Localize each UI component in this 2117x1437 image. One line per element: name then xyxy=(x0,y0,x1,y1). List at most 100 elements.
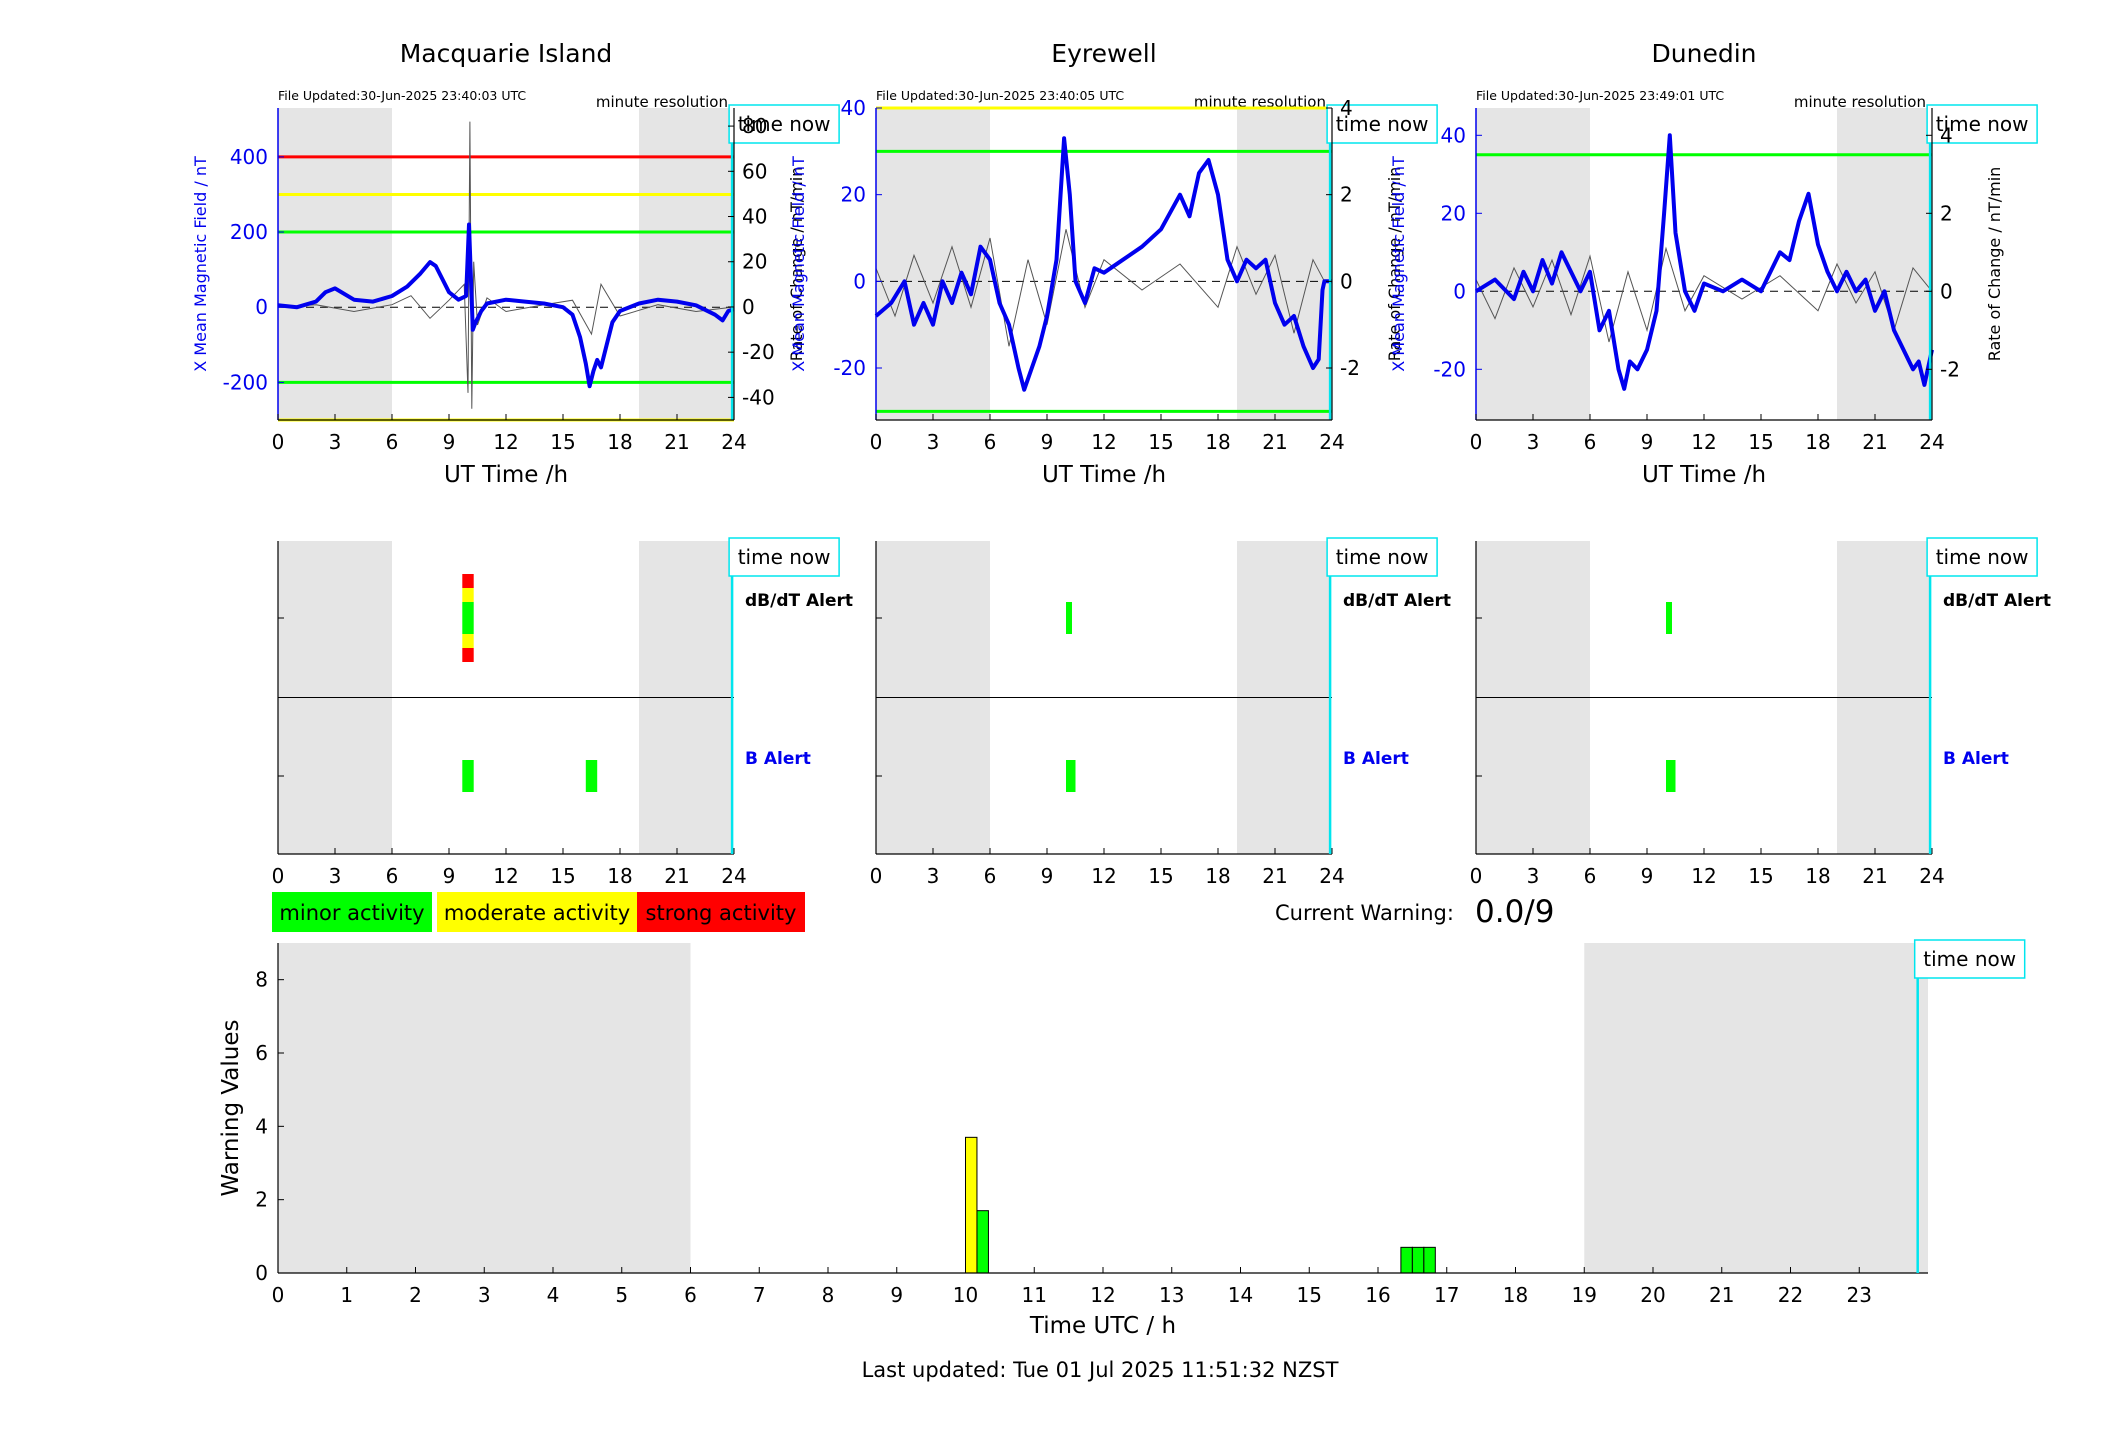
y-axis-label-right: Rate of Change / nT/min xyxy=(787,167,806,362)
x-tick-label: 21 xyxy=(1262,864,1287,888)
station-panel: Dunedin File Updated:30-Jun-2025 23:49:01… xyxy=(1389,39,2038,488)
x-tick-label: 3 xyxy=(1527,864,1540,888)
y-tick-label-left: 0 xyxy=(853,269,866,293)
y-axis-label-right: Rate of Change / nT/min xyxy=(1985,167,2004,362)
y-tick-label-right: 0 xyxy=(1940,279,1953,303)
x-tick-label: 0 xyxy=(870,864,883,888)
activity-legend: minor activity moderate activity strong … xyxy=(272,892,805,932)
time-now-box xyxy=(1926,104,2038,144)
time-now-label: time now xyxy=(738,545,831,569)
y-axis-label-right: Rate of Change / nT/min xyxy=(1385,167,1404,362)
y-tick-label-right: 2 xyxy=(1940,201,1953,225)
dbdt-alert-mark xyxy=(462,574,474,588)
x-tick-label: 21 xyxy=(1862,864,1887,888)
y-tick-label-right: 80 xyxy=(742,114,767,138)
time-now-box xyxy=(1326,537,1438,577)
current-warning-label: Current Warning: xyxy=(1275,901,1454,925)
x-tick-label: 1 xyxy=(340,1283,353,1307)
warning-bar xyxy=(1423,1246,1436,1274)
x-tick-label: 3 xyxy=(329,864,342,888)
dbdt-alert-mark xyxy=(1066,602,1072,634)
y-tick-label: 8 xyxy=(255,968,268,992)
x-tick-label: 21 xyxy=(1709,1283,1734,1307)
y-tick-label-left: 0 xyxy=(255,295,268,319)
x-tick-label: 14 xyxy=(1228,1283,1253,1307)
x-tick-label: 8 xyxy=(822,1283,835,1307)
x-tick-label: 12 xyxy=(1091,864,1116,888)
warning-bar xyxy=(965,1136,978,1274)
x-tick-label: 21 xyxy=(664,430,689,454)
b-alert-mark xyxy=(1066,760,1076,792)
x-tick-label: 21 xyxy=(1262,430,1287,454)
time-now-label: time now xyxy=(1936,545,2029,569)
resolution-label: minute resolution xyxy=(1794,93,1926,111)
time-now-box xyxy=(728,537,840,577)
station-panel: Macquarie Island File Updated:30-Jun-2025… xyxy=(191,39,840,488)
y-tick-label-left: 40 xyxy=(841,96,866,120)
alert-panel: dB/dT Alert B Alert time now 0 3 6 9 12 15 18 21 24 xyxy=(272,537,853,888)
y-tick-label-left: 40 xyxy=(1441,123,1466,147)
x-tick-label: 16 xyxy=(1365,1283,1390,1307)
magnetic-field-series xyxy=(1474,133,1934,391)
x-tick-label: 21 xyxy=(1862,430,1887,454)
time-now-label: time now xyxy=(1923,947,2016,971)
x-tick-label: 3 xyxy=(927,430,940,454)
time-now-box xyxy=(1326,104,1438,144)
legend-minor-label: minor activity xyxy=(279,901,424,925)
rate-of-change-series xyxy=(277,121,735,409)
x-tick-label: 12 xyxy=(493,430,518,454)
dbdt-alert-label: dB/dT Alert xyxy=(1943,591,2051,611)
x-tick-label: 18 xyxy=(1503,1283,1528,1307)
x-tick-label: 9 xyxy=(443,864,456,888)
legend-moderate-swatch xyxy=(437,892,637,932)
x-tick-label: 24 xyxy=(1319,864,1344,888)
x-tick-label: 0 xyxy=(1470,864,1483,888)
y-tick-label-right: 60 xyxy=(742,159,767,183)
time-now-box xyxy=(1926,537,2038,577)
x-tick-label: 0 xyxy=(1470,430,1483,454)
x-tick-label: 12 xyxy=(1090,1283,1115,1307)
x-tick-label: 9 xyxy=(1641,430,1654,454)
x-tick-label: 21 xyxy=(664,864,689,888)
x-tick-label: 13 xyxy=(1159,1283,1184,1307)
x-tick-label: 18 xyxy=(1805,864,1830,888)
x-tick-label: 9 xyxy=(1041,430,1054,454)
x-tick-label: 24 xyxy=(1919,430,1944,454)
time-now-label: time now xyxy=(738,112,831,136)
last-updated-text: Last updated: Tue 01 Jul 2025 11:51:32 N… xyxy=(862,1358,1339,1382)
night-band xyxy=(278,943,691,1273)
b-alert-label: B Alert xyxy=(1943,749,2009,769)
alert-panel: dB/dT Alert B Alert time now 0 3 6 9 12 15 18 21 24 xyxy=(1470,537,2051,888)
y-axis-label-left: X Mean Magnetic Field / nT xyxy=(1389,156,1408,372)
x-tick-label: 15 xyxy=(1297,1283,1322,1307)
y-tick-label-left: -200 xyxy=(223,370,268,394)
x-tick-label: 6 xyxy=(984,430,997,454)
b-alert-mark xyxy=(1666,760,1676,792)
resolution-label: minute resolution xyxy=(596,93,728,111)
y-tick-label-right: 0 xyxy=(1340,269,1353,293)
y-tick-label-left: 0 xyxy=(1453,279,1466,303)
night-band xyxy=(1584,943,1928,1273)
x-tick-label: 15 xyxy=(550,864,575,888)
x-tick-label: 9 xyxy=(1041,864,1054,888)
warning-bar xyxy=(1400,1246,1413,1274)
x-tick-label: 12 xyxy=(1091,430,1116,454)
legend-strong-swatch xyxy=(637,892,805,932)
night-band xyxy=(278,108,392,420)
x-tick-label: 0 xyxy=(272,864,285,888)
x-tick-label: 17 xyxy=(1434,1283,1459,1307)
x-tick-label: 18 xyxy=(1205,430,1230,454)
dbdt-alert-mark xyxy=(1666,602,1672,634)
x-tick-label: 6 xyxy=(386,864,399,888)
x-tick-label: 4 xyxy=(547,1283,560,1307)
station-title: Dunedin xyxy=(1652,39,1757,68)
x-axis-label: Time UTC / h xyxy=(1029,1313,1176,1339)
x-tick-label: 6 xyxy=(984,864,997,888)
b-alert-label: B Alert xyxy=(1343,749,1409,769)
x-tick-label: 15 xyxy=(550,430,575,454)
x-tick-label: 15 xyxy=(1148,864,1173,888)
x-tick-label: 24 xyxy=(1319,430,1344,454)
y-tick-label-right: -20 xyxy=(742,340,775,364)
x-axis-label: UT Time /h xyxy=(444,462,568,488)
